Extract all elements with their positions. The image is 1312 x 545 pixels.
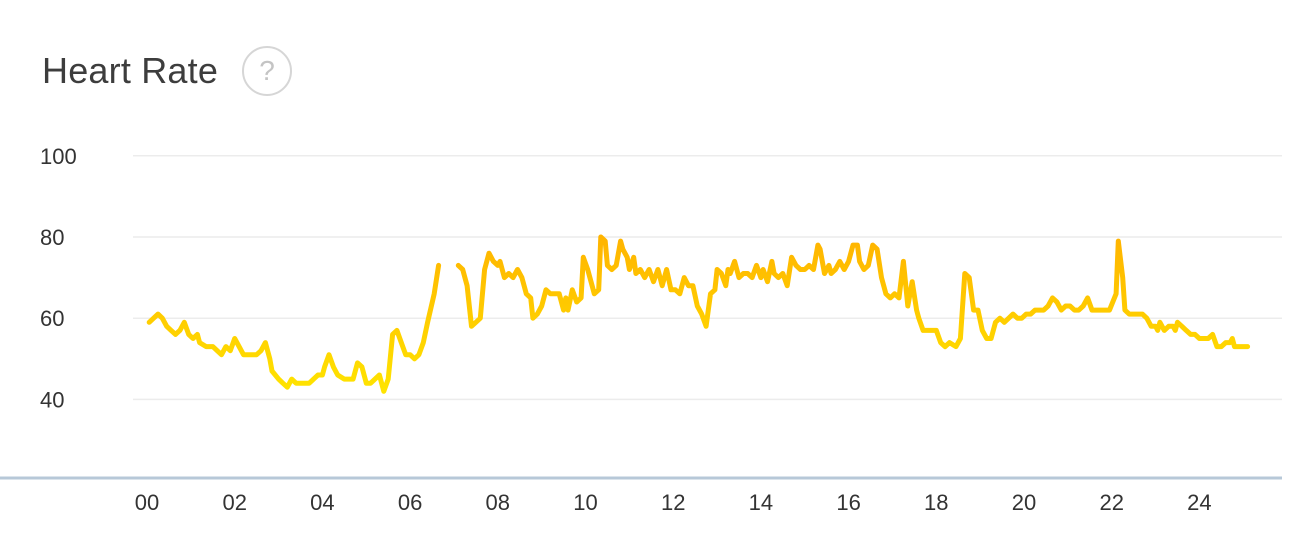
- heart-rate-line-segment-2: [455, 234, 1251, 350]
- x-tick-label: 12: [661, 490, 685, 515]
- x-tick-label: 18: [924, 490, 948, 515]
- y-axis-ticks: 100 80 60 40: [40, 144, 77, 413]
- x-tick-label: 16: [836, 490, 860, 515]
- x-tick-label: 24: [1187, 490, 1211, 515]
- x-tick-label: 14: [749, 490, 773, 515]
- x-axis-ticks: 00 02 04 06 08 10 12 14 16 18 20 22 24: [135, 490, 1212, 515]
- x-tick-label: 20: [1012, 490, 1036, 515]
- x-tick-label: 22: [1099, 490, 1123, 515]
- chart-header: Heart Rate ?: [42, 44, 293, 98]
- x-tick-label: 04: [310, 490, 334, 515]
- x-tick-label: 06: [398, 490, 422, 515]
- grid-lines: [133, 155, 1282, 401]
- y-tick-label: 40: [40, 387, 64, 412]
- help-icon[interactable]: ?: [242, 46, 293, 96]
- y-tick-label: 80: [40, 225, 64, 250]
- x-tick-label: 02: [222, 490, 246, 515]
- x-tick-label: 00: [135, 490, 159, 515]
- y-tick-label: 100: [40, 144, 77, 169]
- heart-rate-line-segment-1: [146, 262, 442, 394]
- chart-title: Heart Rate: [42, 50, 219, 91]
- x-tick-label: 10: [573, 490, 597, 515]
- series-layer: [146, 234, 1251, 394]
- x-tick-label: 08: [486, 490, 510, 515]
- y-tick-label: 60: [40, 306, 64, 331]
